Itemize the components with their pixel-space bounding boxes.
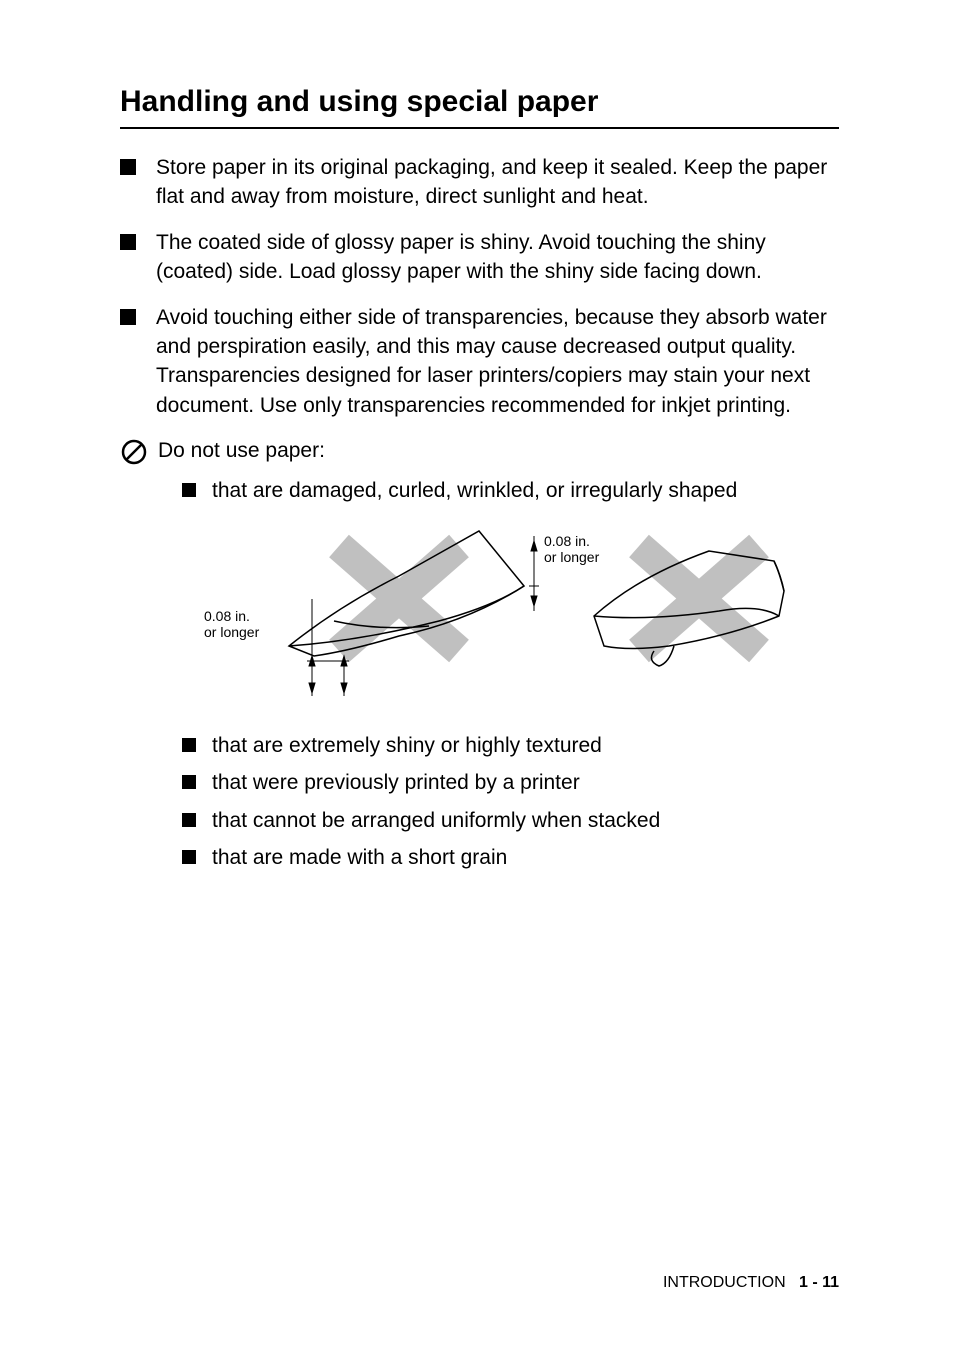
main-bullet-list: Store paper in its original packaging, a… (120, 153, 839, 420)
sub-bullet-list-before: that are damaged, curled, wrinkled, or i… (182, 476, 839, 505)
sub-bullet-item: that cannot be arranged uniformly when s… (182, 806, 839, 835)
sub-bullet-text: that are damaged, curled, wrinkled, or i… (212, 476, 737, 505)
paper-diagram: 0.08 in.or longer 0.08 in.or longer (158, 521, 839, 711)
sub-bullet-item: that are extremely shiny or highly textu… (182, 731, 839, 760)
x-mark-right-icon (639, 546, 759, 651)
footer-section: INTRODUCTION (663, 1274, 786, 1291)
warning-section: Do not use paper: that are damaged, curl… (120, 436, 839, 880)
bullet-item: Avoid touching either side of transparen… (120, 303, 839, 421)
measurement-right (529, 536, 539, 611)
bullet-item: Store paper in its original packaging, a… (120, 153, 839, 212)
bullet-square-icon (120, 234, 136, 250)
measurement-label-left: 0.08 in.or longer (204, 608, 260, 640)
sub-bullet-text: that are extremely shiny or highly textu… (212, 731, 602, 760)
bullet-item: The coated side of glossy paper is shiny… (120, 228, 839, 287)
measurement-label-right: 0.08 in.or longer (544, 533, 600, 565)
curled-paper-diagram: 0.08 in.or longer 0.08 in.or longer (199, 521, 799, 711)
bullet-square-icon (182, 483, 196, 497)
sub-bullet-text: that were previously printed by a printe… (212, 768, 580, 797)
bullet-text: Store paper in its original packaging, a… (156, 153, 839, 212)
sub-bullet-item: that were previously printed by a printe… (182, 768, 839, 797)
bullet-square-icon (120, 159, 136, 175)
page-heading: Handling and using special paper (120, 85, 839, 129)
bullet-square-icon (182, 850, 196, 864)
bullet-square-icon (182, 813, 196, 827)
sub-bullet-item: that are damaged, curled, wrinkled, or i… (182, 476, 839, 505)
sub-bullet-text: that cannot be arranged uniformly when s… (212, 806, 660, 835)
page-footer: INTRODUCTION 1 - 11 (663, 1274, 839, 1292)
sub-bullet-list-after: that are extremely shiny or highly textu… (182, 731, 839, 873)
bullet-text: Avoid touching either side of transparen… (156, 303, 839, 421)
bullet-square-icon (120, 309, 136, 325)
bullet-text: The coated side of glossy paper is shiny… (156, 228, 839, 287)
sub-bullet-text: that are made with a short grain (212, 843, 507, 872)
footer-page-number: 1 - 11 (799, 1274, 839, 1291)
warning-content: Do not use paper: that are damaged, curl… (158, 436, 839, 880)
bullet-square-icon (182, 738, 196, 752)
sub-bullet-item: that are made with a short grain (182, 843, 839, 872)
prohibit-icon (120, 438, 148, 466)
warning-intro-text: Do not use paper: (158, 436, 839, 465)
bullet-square-icon (182, 775, 196, 789)
